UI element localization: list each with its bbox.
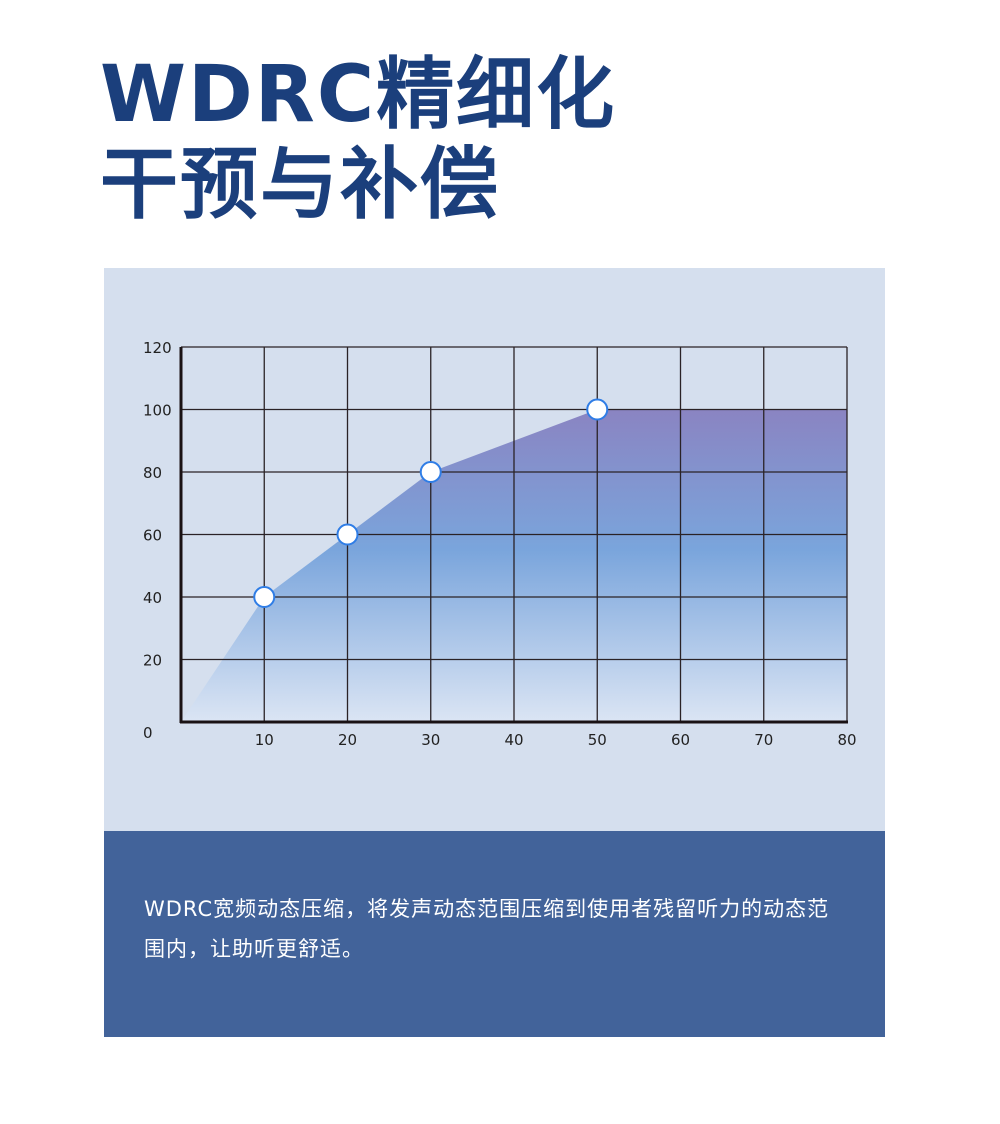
description-box: WDRC宽频动态压缩，将发声动态范围压缩到使用者残留听力的动态范围内，让助听更舒… — [104, 831, 885, 1037]
x-tick-label: 20 — [338, 731, 357, 749]
y-tick-label: 100 — [143, 402, 172, 420]
y-tick-label: 40 — [143, 589, 162, 607]
y-tick-label: 20 — [143, 652, 162, 670]
x-tick-label: 70 — [754, 731, 773, 749]
wdrc-chart: 10 20 30 40 50 60 70 80 0 20 40 60 80 100 120 — [143, 339, 857, 749]
data-point-marker — [419, 461, 442, 483]
y-tick-label: 120 — [143, 339, 172, 357]
x-tick-label: 40 — [504, 731, 523, 749]
title-line-1: WDRC精细化 — [100, 50, 617, 140]
x-tick-label: 60 — [671, 731, 690, 749]
data-point-marker — [253, 586, 276, 608]
data-point-marker — [336, 523, 359, 546]
y-tick-label: 80 — [143, 464, 162, 482]
y-tick-label: 0 — [143, 724, 153, 742]
data-point-marker — [586, 398, 609, 421]
x-tick-label: 10 — [255, 731, 274, 749]
description-text: WDRC宽频动态压缩，将发声动态范围压缩到使用者残留听力的动态范围内，让助听更舒… — [144, 897, 830, 961]
page-title: WDRC精细化 干预与补偿 — [100, 50, 616, 230]
title-line-2: 干预与补偿 — [100, 140, 501, 230]
y-tick-label: 60 — [143, 527, 162, 545]
x-tick-label: 30 — [421, 731, 440, 749]
x-tick-label: 80 — [837, 731, 856, 749]
x-tick-label: 50 — [588, 731, 607, 749]
